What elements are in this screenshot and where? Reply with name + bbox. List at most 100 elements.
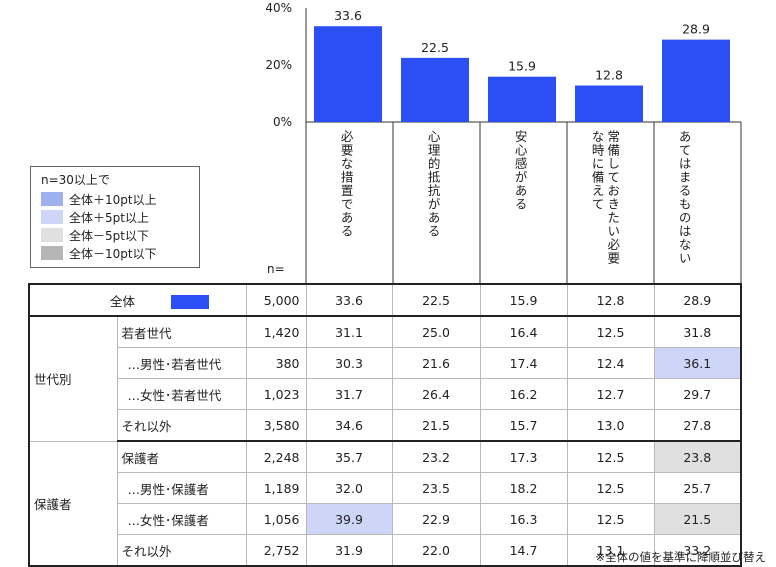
value-cell: 17.4 (479, 347, 568, 379)
value-cell: 39.9 (305, 503, 393, 535)
value-cell: 31.7 (305, 378, 393, 410)
value-cell: 22.5 (391, 283, 481, 317)
value-cell: 29.7 (653, 378, 742, 410)
value-cell: 30.3 (305, 347, 393, 379)
value-cell: 17.3 (479, 440, 568, 473)
bar-value-label: 22.5 (421, 40, 449, 55)
value-cell: 21.6 (391, 347, 481, 379)
category-label: 常備しておきたい必要な時に備えて (589, 130, 621, 265)
value-cell: 12.8 (566, 283, 655, 317)
n-cell: 1,023 (245, 378, 307, 410)
value-cell: 16.2 (479, 378, 568, 410)
value-cell: 32.0 (305, 472, 393, 504)
value-cell: 25.0 (391, 315, 481, 348)
legend-swatch-minus10 (41, 246, 63, 260)
legend-item-plus10: 全体＋10pt以上 (41, 191, 157, 207)
bar-value-label: 28.9 (682, 22, 710, 37)
group-label-cell: 保護者 (28, 440, 118, 567)
bar (314, 26, 382, 123)
value-cell: 21.5 (391, 409, 481, 442)
value-cell: 12.5 (566, 440, 655, 473)
n-cell: 380 (245, 347, 307, 379)
total-swatch (171, 295, 210, 309)
value-cell: 23.5 (391, 472, 481, 504)
bar (575, 85, 643, 122)
value-cell: 22.0 (391, 534, 481, 567)
row-label-cell: それ以外 (116, 409, 247, 442)
value-cell: 28.9 (653, 283, 742, 317)
value-cell: 12.7 (566, 378, 655, 410)
value-cell: 23.8 (653, 440, 742, 473)
value-cell: 35.7 (305, 440, 393, 473)
table-row: 世代別 若者世代 1,420 31.1 25.0 16.4 12.5 31.8 (28, 315, 742, 442)
category-label: あてはまるものはない (676, 130, 692, 265)
table-row: 保護者 保護者 2,248 35.7 23.2 17.3 12.5 23.8 (28, 440, 742, 567)
bar (488, 76, 556, 122)
value-cell: 12.4 (566, 347, 655, 379)
legend-swatch-plus5 (41, 210, 63, 224)
legend-item-minus10: 全体－10pt以下 (41, 245, 157, 261)
legend-swatch-minus5 (41, 228, 63, 242)
value-cell: 23.2 (391, 440, 481, 473)
y-tick-label: 40% (265, 1, 292, 15)
bar-value-label: 15.9 (508, 59, 536, 74)
table-row: それ以外 3,580 34.6 21.5 15.7 13.0 27.8 (29, 409, 742, 442)
legend-label: 全体－5pt以下 (69, 228, 149, 243)
legend: n=30以上で 全体＋10pt以上 全体＋5pt以上 全体－5pt以下 全体－1… (30, 166, 200, 268)
group-label-cell: 世代別 (28, 315, 118, 442)
legend-label: 全体－10pt以下 (69, 246, 157, 261)
row-label-cell: …女性･保護者 (116, 503, 247, 535)
value-cell: 12.5 (566, 472, 655, 504)
bar-chart: 0% 20% 40% 33.6 22.5 15.9 12.8 28.9 (265, 1, 742, 285)
value-cell: 33.6 (305, 283, 393, 317)
y-tick-label: 20% (265, 58, 292, 72)
value-cell: 27.8 (653, 409, 742, 442)
value-cell: 13.1 (566, 534, 655, 567)
value-cell: 16.3 (479, 503, 568, 535)
row-label-cell: それ以外 (116, 534, 247, 567)
value-cell: 26.4 (391, 378, 481, 410)
legend-item-minus5: 全体－5pt以下 (41, 227, 149, 243)
table-row: …男性･若者世代 380 30.3 21.6 17.4 12.4 36.1 (29, 347, 742, 379)
value-cell: 36.1 (653, 347, 742, 379)
table-row-total: 全体 5,000 33.6 22.5 15.9 12.8 28.9 (28, 283, 742, 317)
value-cell: 21.5 (653, 503, 742, 535)
bar-value-label: 33.6 (334, 8, 362, 23)
row-label-cell: …女性･若者世代 (116, 378, 247, 410)
value-cell: 18.2 (479, 472, 568, 504)
value-cell: 33.2 (653, 534, 742, 567)
value-cell: 15.9 (479, 283, 568, 317)
value-cell: 31.1 (305, 315, 393, 348)
value-cell: 13.0 (566, 409, 655, 442)
value-cell: 14.7 (479, 534, 568, 567)
row-label-cell: …男性･若者世代 (116, 347, 247, 379)
table-row: それ以外 2,752 31.9 22.0 14.7 13.1 33.2 (29, 534, 742, 567)
legend-item-plus5: 全体＋5pt以上 (41, 209, 149, 225)
n-cell: 3,580 (245, 409, 307, 442)
value-cell: 31.9 (305, 534, 393, 567)
n-header: n= (267, 262, 285, 276)
legend-title: n=30以上で (41, 173, 110, 187)
y-tick-label: 0% (273, 115, 292, 129)
category-label: 心理的抵抗がある (425, 130, 441, 238)
row-label-cell: …男性･保護者 (116, 472, 247, 504)
n-cell: 5,000 (245, 283, 307, 317)
value-cell: 25.7 (653, 472, 742, 504)
total-label: 全体 (110, 293, 136, 309)
bar-value-label: 12.8 (595, 68, 623, 83)
category-label: 必要な措置である (338, 130, 354, 238)
table-row: …女性･保護者 1,056 39.9 22.9 16.3 12.5 21.5 (29, 503, 742, 535)
value-cell: 31.8 (653, 315, 742, 348)
n-cell: 2,248 (245, 440, 307, 473)
value-cell: 16.4 (479, 315, 568, 348)
value-cell: 12.5 (566, 503, 655, 535)
value-cell: 15.7 (479, 409, 568, 442)
n-cell: 1,420 (245, 315, 307, 348)
bar (401, 57, 469, 122)
value-cell: 12.5 (566, 315, 655, 348)
legend-label: 全体＋5pt以上 (69, 210, 149, 225)
table-row: …男性･保護者 1,189 32.0 23.5 18.2 12.5 25.7 (29, 472, 742, 504)
data-table: 全体 5,000 33.6 22.5 15.9 12.8 28.9 世代別 若者世代 1,420 3… (28, 283, 742, 567)
n-cell: 1,189 (245, 472, 307, 504)
table-row: …女性･若者世代 1,023 31.7 26.4 16.2 12.7 29.7 (29, 378, 742, 410)
